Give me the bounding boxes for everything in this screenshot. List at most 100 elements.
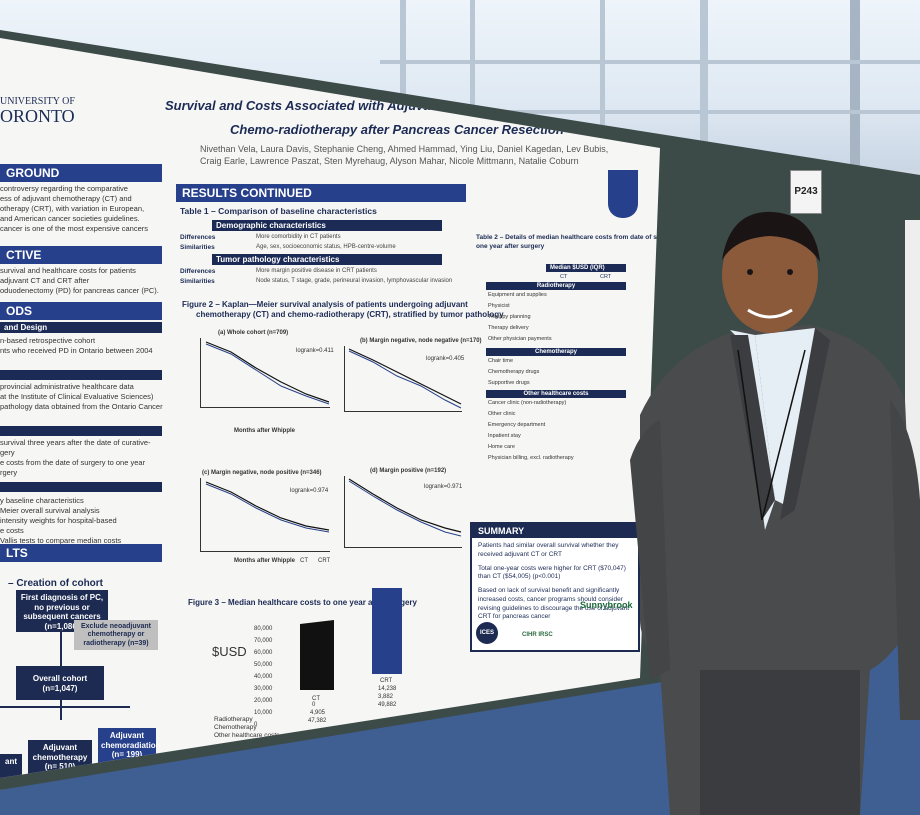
fig3-crt-v2: 3,882 — [378, 694, 394, 700]
km-legend-ct: CT — [300, 558, 308, 564]
ceiling-beam — [400, 0, 406, 160]
km-d-crt-line — [348, 480, 462, 537]
data-text-1: provincial administrative healthcare dat… — [0, 382, 134, 391]
fig3-row-chemo: Chemotherapy — [214, 724, 257, 731]
fig3-ytick: 40,000 — [254, 674, 273, 680]
background-text-2: ess of adjuvant chemotherapy (CT) and — [0, 194, 132, 203]
flow-arrow — [60, 700, 62, 720]
table2-chemo-header: Chemotherapy — [486, 348, 626, 356]
table1-diff-label: Differences — [180, 234, 216, 241]
table2-radiotherapy-header: Radiotherapy — [486, 282, 626, 290]
fig3-ct-v2: 4,905 — [310, 710, 326, 716]
km-c-ct-line — [205, 481, 330, 531]
analysis-text-1: y baseline characteristics — [0, 496, 84, 505]
trousers — [700, 670, 860, 815]
table2-col-ct: CT — [560, 274, 568, 280]
data-text-2: at the Institute of Clinical Evaluative … — [0, 392, 154, 401]
background-text-3: otherapy (CRT), with variation in Europe… — [0, 204, 145, 213]
fig3-ytick: 50,000 — [254, 662, 273, 668]
table2-col-crt: CRT — [600, 274, 612, 280]
university-name: ORONTO — [0, 106, 75, 126]
fig2-title-1: Figure 2 – Kaplan—Meier survival analysi… — [182, 300, 468, 309]
km-plot-d — [344, 476, 462, 548]
table2-title-1: Table 2 – Details of median healthcare c… — [476, 234, 686, 241]
fig3-ct-label: CT — [312, 696, 320, 702]
flow-overall-cohort: Overall cohort (n=1,047) — [16, 666, 104, 700]
km-plot-a — [200, 338, 330, 408]
table2-title-2: one year after surgery — [476, 243, 545, 250]
section-results-continued: RESULTS CONTINUED — [176, 184, 466, 202]
table1-tumor-header: Tumor pathology characteristics — [212, 254, 442, 265]
objective-text-1: survival and healthcare costs for patien… — [0, 266, 136, 275]
fig3-ytick: 70,000 — [254, 638, 273, 644]
fig3-ytick: 0 — [254, 722, 258, 728]
right-arm — [890, 400, 920, 720]
table2-row-label: Therapy delivery — [488, 325, 529, 331]
outcome-text-3: e costs from the date of surgery to one … — [0, 458, 146, 467]
fig3-title: Figure 3 – Median healthcare costs to on… — [188, 598, 417, 607]
face — [722, 217, 818, 333]
km-b-crt-line — [348, 350, 462, 409]
poster-title-line2: Chemo-radiotherapy after Pancreas Cancer… — [230, 122, 564, 137]
km-c-logrank: logrank=0.974 — [290, 488, 329, 494]
right-eye — [787, 269, 793, 275]
km-a-ct-line — [205, 341, 330, 403]
summary-point-3: Based on lack of survival benefit and si… — [478, 587, 630, 621]
summary-box: SUMMARY Patients had similar overall sur… — [470, 522, 640, 652]
background-text-1: controversy regarding the comparative — [0, 184, 128, 193]
km-plot-c — [200, 478, 330, 552]
ices-logo: ICES — [476, 622, 498, 644]
summary-title: SUMMARY — [472, 524, 638, 538]
table2-row-label: Therapy planning — [488, 314, 531, 320]
ceiling-beam — [700, 0, 708, 160]
table1-tumor-sim: Node status, T stage, grade, perineural … — [256, 278, 453, 284]
table2-row-label: Chemotherapy drugs — [488, 369, 540, 375]
section-methods: ODS — [0, 302, 162, 320]
table2-row-label: Cancer clinic (non-radiotherapy) — [488, 400, 567, 406]
jacket-lapel-left — [730, 335, 775, 520]
subsection-design: and Design — [0, 322, 162, 333]
ceiling-beam — [380, 110, 920, 114]
fig3-row-other: Other healthcare costs — [214, 732, 280, 739]
section-background: GROUND — [0, 164, 162, 182]
km-a-logrank: logrank=0.411 — [296, 348, 334, 354]
table1-diff-label-2: Differences — [180, 268, 216, 275]
section-results: LTS — [0, 544, 162, 562]
flow-branch-line — [0, 706, 130, 708]
lanyard-left — [737, 349, 763, 521]
fig3-ytick: 80,000 — [254, 626, 273, 632]
km-b-title: (b) Margin negative, node negative (n=17… — [360, 338, 482, 344]
fig3-crt-label: CRT — [380, 678, 393, 684]
km-d-title: (d) Margin positive (n=192) — [370, 468, 447, 474]
km-a-crt-line — [205, 343, 330, 405]
table2-row-label: Supportive drugs — [488, 380, 530, 386]
km-b-ct-line — [348, 348, 462, 405]
subsection-analysis — [0, 482, 162, 492]
fig3-crt-v1: 14,238 — [378, 686, 397, 692]
left-eye — [747, 269, 753, 275]
fig1-title: – Creation of cohort — [8, 578, 104, 589]
flow-exclude: Exclude neoadjuvant chemotherapy or radi… — [74, 620, 158, 650]
table2-row-label: Chair time — [488, 358, 514, 364]
table2-row-label: Physician billing, excl. radiotherapy — [488, 455, 574, 461]
table1-demo-diff: More comorbidity in CT patients — [256, 234, 341, 240]
authors-line2: Craig Earle, Lawrence Paszat, Sten Myreh… — [200, 156, 579, 166]
presenter-person — [630, 211, 920, 815]
km-a-title: (a) Whole cohort (n=709) — [218, 330, 289, 336]
table2-row-label: Home care — [488, 444, 515, 450]
fig3-bar-crt — [372, 588, 402, 674]
km-d-logrank: logrank=0.971 — [424, 484, 463, 490]
table2-other-header: Other healthcare costs — [486, 390, 626, 398]
university-crest-icon — [608, 170, 638, 218]
km-legend-crt: CRT — [318, 558, 331, 564]
analysis-text-4: e costs — [0, 526, 24, 535]
summary-point-2: Total one-year costs were higher for CRT… — [478, 564, 626, 581]
analysis-text-3: intensity weights for hospital-based — [0, 516, 117, 525]
analysis-text-2: Meier overall survival analysis — [0, 506, 100, 515]
flow-none: ant — [0, 754, 22, 778]
background-text-4: and American cancer societies guidelines… — [0, 214, 140, 223]
fig2-title-2: chemotherapy (CT) and chemo-radiotherapy… — [196, 310, 504, 319]
jacket-lapel-right — [780, 328, 830, 520]
objective-text-2: adjuvant CT and CRT after — [0, 276, 90, 285]
